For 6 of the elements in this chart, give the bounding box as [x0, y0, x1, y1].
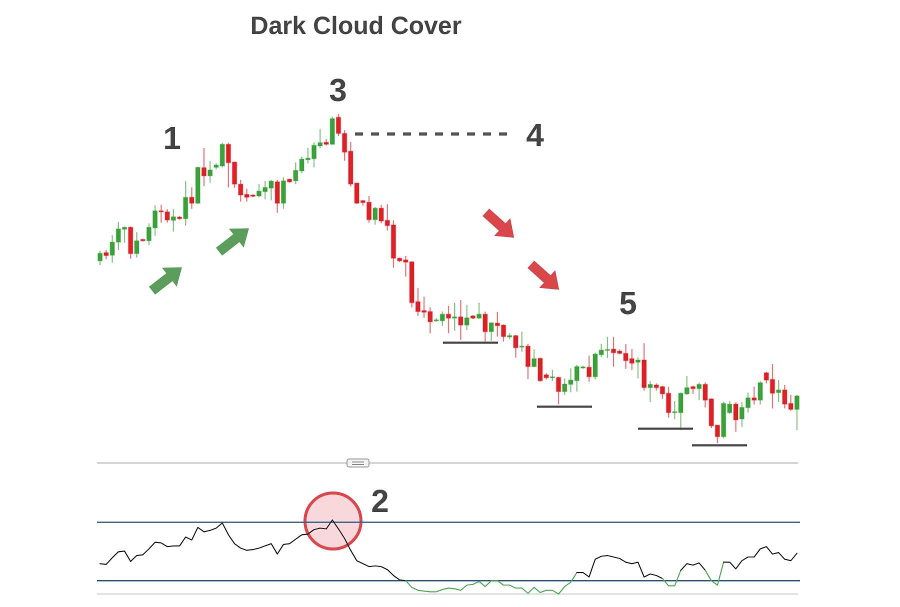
annotation: 5	[619, 285, 637, 321]
text: 3	[329, 72, 347, 108]
annotation: 1	[163, 120, 181, 156]
chart-title: Dark Cloud Cover	[250, 12, 462, 40]
annotation: 4	[526, 117, 544, 153]
text: 2	[371, 483, 389, 519]
